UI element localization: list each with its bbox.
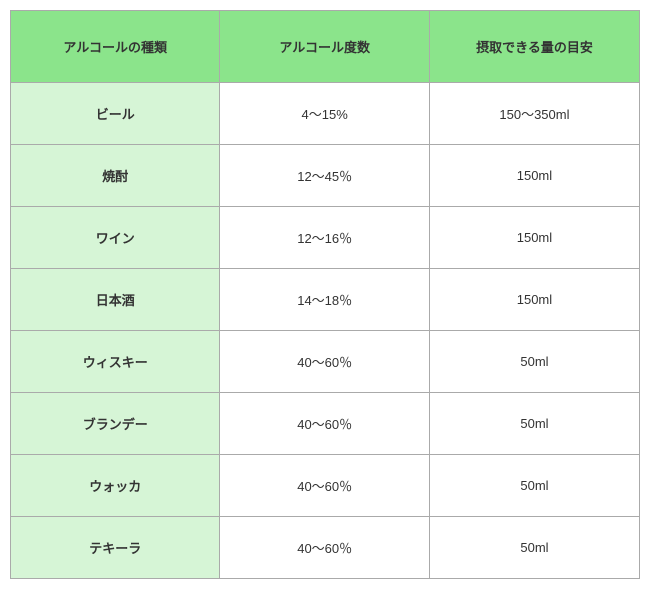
cell-type: ビール: [11, 83, 220, 145]
cell-amount: 150ml: [429, 145, 639, 207]
cell-amount: 50ml: [429, 331, 639, 393]
table-row: 焼酎 12〜45％ 150ml: [11, 145, 640, 207]
cell-type: ウォッカ: [11, 455, 220, 517]
cell-abv: 40〜60％: [220, 517, 429, 579]
cell-abv: 40〜60％: [220, 331, 429, 393]
cell-abv: 4〜15%: [220, 83, 429, 145]
cell-abv: 12〜45％: [220, 145, 429, 207]
cell-amount: 150〜350ml: [429, 83, 639, 145]
table-row: 日本酒 14〜18％ 150ml: [11, 269, 640, 331]
cell-type: 焼酎: [11, 145, 220, 207]
cell-type: テキーラ: [11, 517, 220, 579]
header-type: アルコールの種類: [11, 11, 220, 83]
cell-type: ウィスキー: [11, 331, 220, 393]
cell-amount: 50ml: [429, 455, 639, 517]
table-row: ウィスキー 40〜60％ 50ml: [11, 331, 640, 393]
cell-abv: 40〜60％: [220, 455, 429, 517]
alcohol-table: アルコールの種類 アルコール度数 摂取できる量の目安 ビール 4〜15% 150…: [10, 10, 640, 579]
cell-amount: 150ml: [429, 207, 639, 269]
cell-abv: 12〜16％: [220, 207, 429, 269]
table-header-row: アルコールの種類 アルコール度数 摂取できる量の目安: [11, 11, 640, 83]
cell-abv: 14〜18％: [220, 269, 429, 331]
table-row: ブランデー 40〜60％ 50ml: [11, 393, 640, 455]
cell-amount: 150ml: [429, 269, 639, 331]
cell-type: ブランデー: [11, 393, 220, 455]
table-row: ウォッカ 40〜60％ 50ml: [11, 455, 640, 517]
table-row: ビール 4〜15% 150〜350ml: [11, 83, 640, 145]
cell-amount: 50ml: [429, 517, 639, 579]
cell-amount: 50ml: [429, 393, 639, 455]
cell-type: 日本酒: [11, 269, 220, 331]
table-row: テキーラ 40〜60％ 50ml: [11, 517, 640, 579]
table-row: ワイン 12〜16％ 150ml: [11, 207, 640, 269]
cell-type: ワイン: [11, 207, 220, 269]
cell-abv: 40〜60％: [220, 393, 429, 455]
header-abv: アルコール度数: [220, 11, 429, 83]
header-amount: 摂取できる量の目安: [429, 11, 639, 83]
